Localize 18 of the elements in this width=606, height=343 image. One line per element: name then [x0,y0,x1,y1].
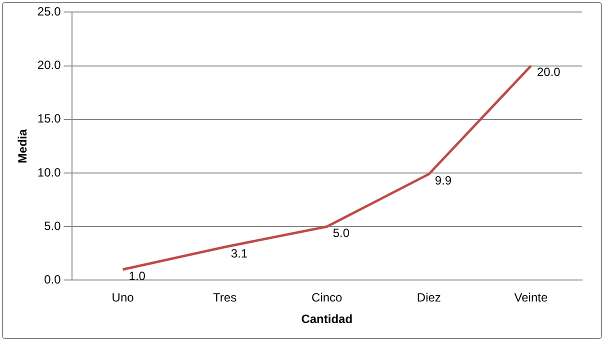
y-tick-label: 20.0 [37,58,62,72]
data-label: 9.9 [434,173,452,188]
y-tick-label: 10.0 [37,165,62,180]
data-label: 3.1 [230,246,248,260]
x-tick-label: Diez [416,290,441,305]
y-tick-label: 25.0 [37,4,62,19]
data-label: 5.0 [332,226,350,240]
y-axis-title: Media [16,128,30,164]
x-tick-label: Cinco [312,290,343,305]
y-tick-label: 5.0 [44,218,62,233]
x-tick-label: Veinte [514,290,548,305]
x-axis-title: Cantidad [301,312,353,326]
y-tick-label: 15.0 [37,112,62,126]
y-tick-label: 0.0 [44,272,62,287]
x-tick-label: Uno [112,290,134,305]
data-label: 20.0 [536,65,561,80]
data-label: 1.0 [128,268,146,283]
x-tick-label: Tres [213,290,237,305]
